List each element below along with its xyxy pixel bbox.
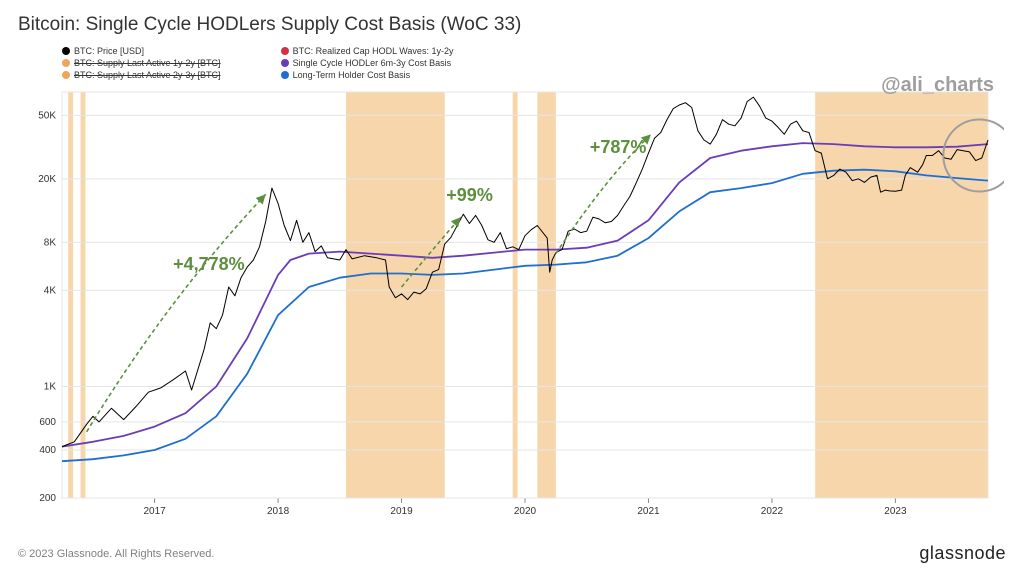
legend-item: Single Cycle HODLer 6m-3y Cost Basis <box>281 58 454 68</box>
legend-label: BTC: Realized Cap HODL Waves: 1y-2y <box>293 46 454 56</box>
legend-item: BTC: Realized Cap HODL Waves: 1y-2y <box>281 46 454 56</box>
svg-text:2023: 2023 <box>884 506 907 517</box>
legend-label: Single Cycle HODLer 6m-3y Cost Basis <box>293 58 452 68</box>
svg-text:2017: 2017 <box>143 506 166 517</box>
legend-swatch <box>62 71 70 79</box>
footer-copyright: © 2023 Glassnode. All Rights Reserved. <box>18 548 214 560</box>
legend-label: BTC: Price [USD] <box>74 46 144 56</box>
svg-text:2018: 2018 <box>267 506 290 517</box>
svg-text:1K: 1K <box>44 381 57 392</box>
legend-swatch <box>281 59 289 67</box>
legend-item: BTC: Supply Last Active 2y-3y [BTC] <box>62 70 221 80</box>
svg-text:400: 400 <box>39 445 56 456</box>
legend-swatch <box>62 59 70 67</box>
legend-swatch <box>281 47 289 55</box>
svg-text:4K: 4K <box>44 285 57 296</box>
svg-text:8K: 8K <box>44 237 57 248</box>
chart-plot-area: 200 400 600 1K 4K 8K 20K 50K 2017 2018 2019 2020 202… <box>18 84 1004 526</box>
legend-swatch <box>281 71 289 79</box>
svg-text:50K: 50K <box>38 110 56 121</box>
legend-label: BTC: Supply Last Active 2y-3y [BTC] <box>74 70 221 80</box>
svg-text:2022: 2022 <box>761 506 784 517</box>
svg-text:2020: 2020 <box>514 506 537 517</box>
footer-brand: glassnode <box>919 543 1006 564</box>
svg-text:20K: 20K <box>38 174 56 185</box>
chart-svg: 200 400 600 1K 4K 8K 20K 50K 2017 2018 2019 2020 202… <box>18 84 1004 526</box>
svg-text:2019: 2019 <box>390 506 413 517</box>
chart-legend: BTC: Price [USD] BTC: Supply Last Active … <box>62 46 1006 80</box>
legend-label: Long-Term Holder Cost Basis <box>293 70 411 80</box>
legend-item: BTC: Supply Last Active 1y-2y [BTC] <box>62 58 221 68</box>
svg-text:200: 200 <box>39 493 56 504</box>
chart-title: Bitcoin: Single Cycle HODLers Supply Cos… <box>18 14 1006 36</box>
legend-item: Long-Term Holder Cost Basis <box>281 70 454 80</box>
svg-text:2021: 2021 <box>637 506 660 517</box>
legend-swatch <box>62 47 70 55</box>
svg-text:600: 600 <box>39 417 56 428</box>
legend-item: BTC: Price [USD] <box>62 46 221 56</box>
legend-label: BTC: Supply Last Active 1y-2y [BTC] <box>74 58 221 68</box>
